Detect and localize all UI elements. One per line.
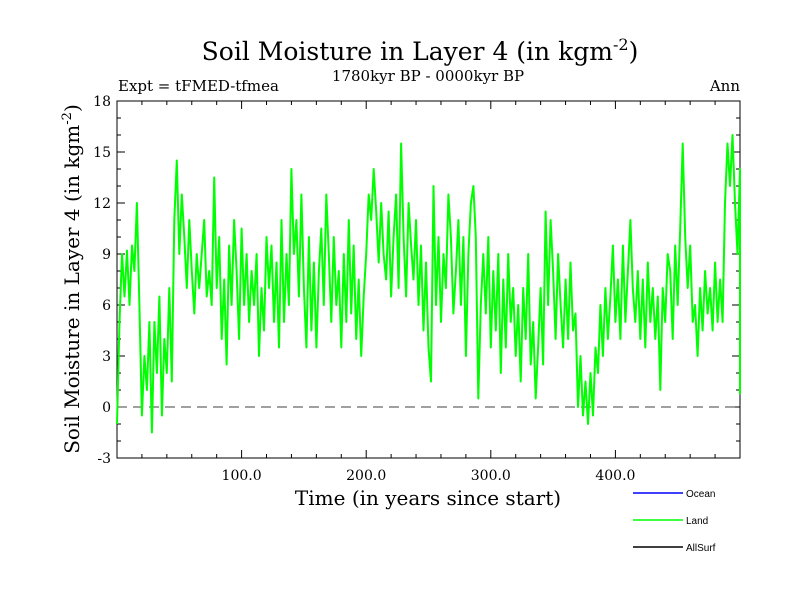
legend: Ocean Land AllSurf	[633, 489, 716, 554]
season-label: Ann	[709, 77, 740, 95]
y-tick-label: 6	[102, 298, 111, 314]
legend-label-allsurf: AllSurf	[686, 543, 716, 554]
x-tick-labels: 100.0 200.0 300.0 400.0	[222, 468, 636, 484]
y-axis-label-superscript: -2	[60, 112, 75, 125]
chart-subtitle: 1780kyr BP - 0000kyr BP	[332, 67, 524, 85]
legend-label-land: Land	[686, 516, 708, 527]
y-tick-label: 3	[102, 349, 111, 365]
x-tick-label: 200.0	[346, 468, 386, 484]
legend-label-ocean: Ocean	[686, 489, 715, 500]
y-tick-label: 9	[102, 247, 111, 263]
y-axis-label: Soil Moisture in Layer 4 (in kgm-2)	[60, 104, 84, 454]
y-tick-label: -3	[97, 451, 111, 467]
x-tick-label: 300.0	[471, 468, 511, 484]
series-line-land	[116, 134, 741, 434]
x-tick-label: 400.0	[595, 468, 635, 484]
chart-title-close: )	[629, 37, 639, 66]
x-tick-label: 100.0	[222, 468, 262, 484]
y-tick-label: 18	[93, 94, 111, 110]
x-axis-label: Time (in years since start)	[295, 486, 561, 510]
chart-title: Soil Moisture in Layer 4 (in kgm-2)	[202, 35, 639, 66]
chart-title-superscript: -2	[613, 35, 629, 54]
y-axis-label-main: Soil Moisture in Layer 4 (in kgm	[60, 125, 84, 454]
chart-title-main: Soil Moisture in Layer 4 (in kgm	[202, 37, 614, 66]
experiment-label: Expt = tFMED-tfmea	[118, 77, 279, 95]
y-tick-label: 12	[93, 196, 111, 212]
y-tick-labels: -3 0 3 6 9 12 15 18	[93, 94, 111, 467]
y-tick-label: 15	[93, 145, 111, 161]
y-tick-label: 0	[102, 400, 111, 416]
y-axis-label-close: )	[60, 104, 84, 112]
